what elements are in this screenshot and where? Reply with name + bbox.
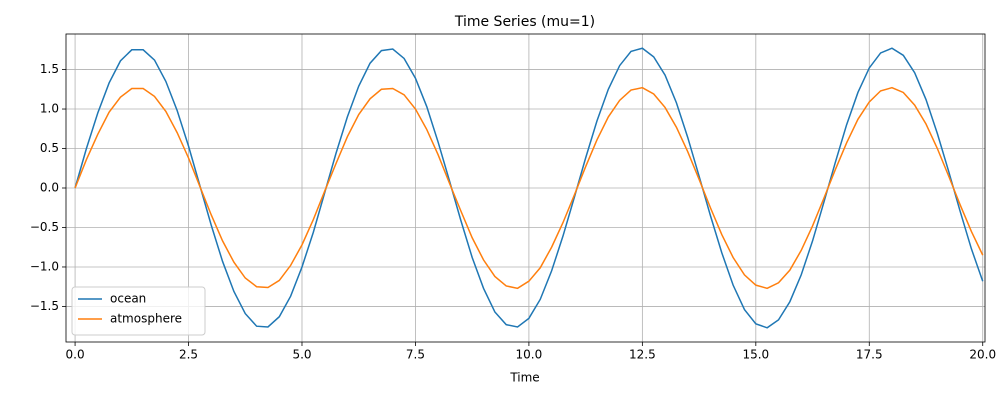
y-tick-label: 1.0	[40, 102, 59, 116]
x-tick-label: 20.0	[969, 348, 996, 362]
x-tick-label: 15.0	[742, 348, 769, 362]
plot-frame	[65, 33, 986, 343]
chart-title: Time Series (mu=1)	[454, 14, 595, 30]
legend-label: atmosphere	[110, 312, 182, 326]
x-tick-label: 10.0	[516, 348, 543, 362]
y-tick-label: −1.5	[30, 299, 59, 313]
y-tick-label: −1.0	[30, 259, 59, 273]
y-tick-label: 0.5	[40, 141, 59, 155]
legend-label: ocean	[110, 292, 146, 306]
legend-box	[71, 286, 206, 336]
x-tick-label: 0.0	[66, 348, 85, 362]
x-tick-label: 12.5	[629, 348, 656, 362]
y-tick-label: 0.0	[40, 181, 59, 195]
x-tick-label: 7.5	[406, 348, 425, 362]
plot-lines	[74, 47, 984, 329]
x-tick-label: 17.5	[856, 348, 883, 362]
x-tick-label: 5.0	[292, 348, 311, 362]
x-tick-label: 2.5	[179, 348, 198, 362]
y-tick-label: −0.5	[30, 220, 59, 234]
y-tick-label: 1.5	[40, 62, 59, 76]
line-series	[74, 86, 984, 290]
line-series	[74, 47, 984, 329]
x-axis-label: Time	[509, 371, 539, 385]
